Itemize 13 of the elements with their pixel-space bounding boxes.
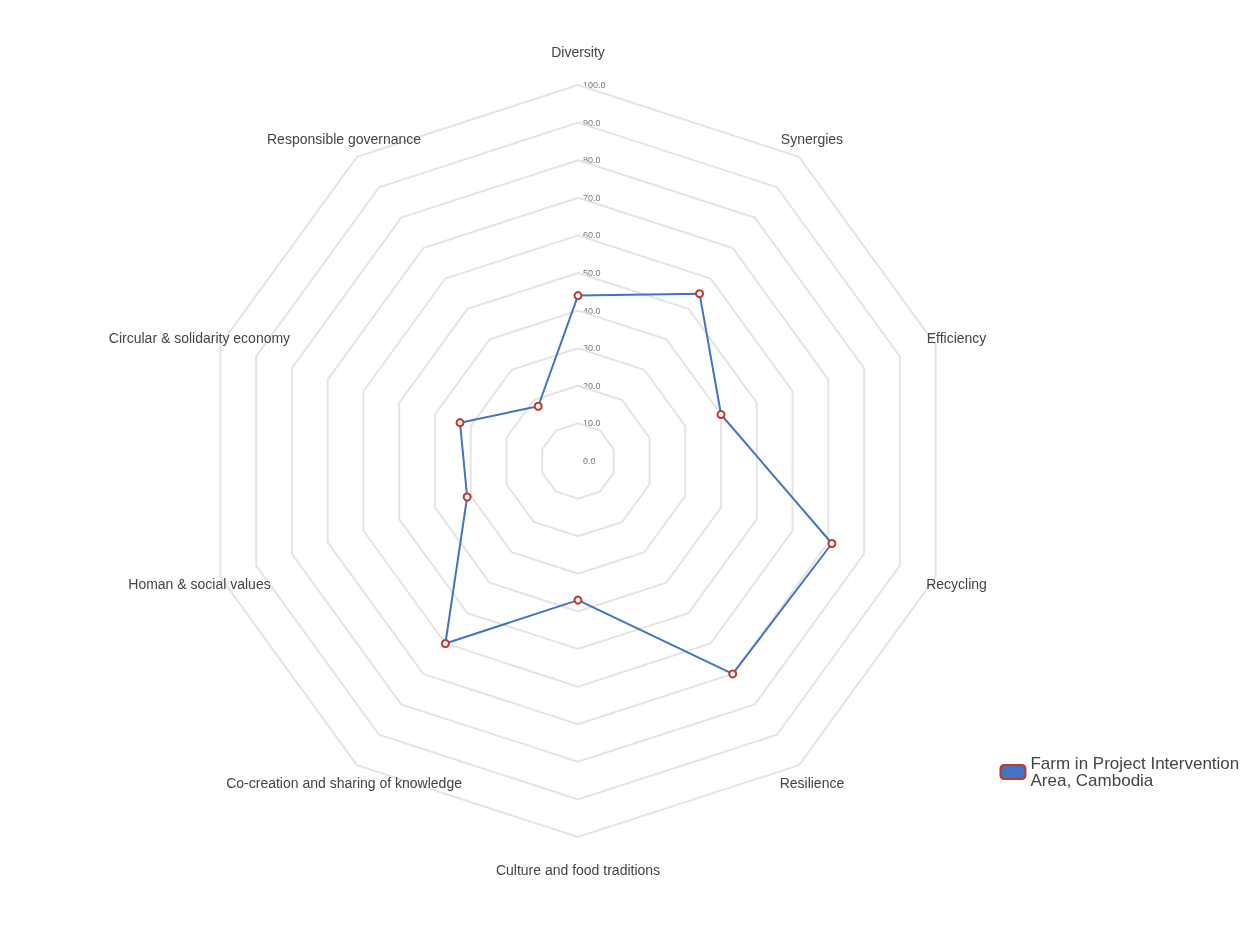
spoke-label: Efficiency <box>926 330 987 347</box>
spoke-label: Homan & social values <box>128 575 271 592</box>
spoke-label: Culture and food traditions <box>495 862 661 878</box>
spoke-label: Synergies <box>780 131 844 148</box>
spoke-label: Co-creation and sharing of knowledge <box>226 774 463 791</box>
y-tick-label: 70.0 <box>583 192 601 203</box>
y-tick-label: 0.0 <box>583 456 596 466</box>
spoke-label: Circular & solidarity economy <box>108 330 291 347</box>
legend-label: Farm in Project Intervention Area, Cambodia <box>1030 754 1244 790</box>
spoke-label: Recycling <box>926 575 987 592</box>
spoke-label: Diversity <box>551 44 605 60</box>
spoke-label: Resilience <box>779 774 845 791</box>
spoke-label: Responsible governance <box>267 131 422 148</box>
